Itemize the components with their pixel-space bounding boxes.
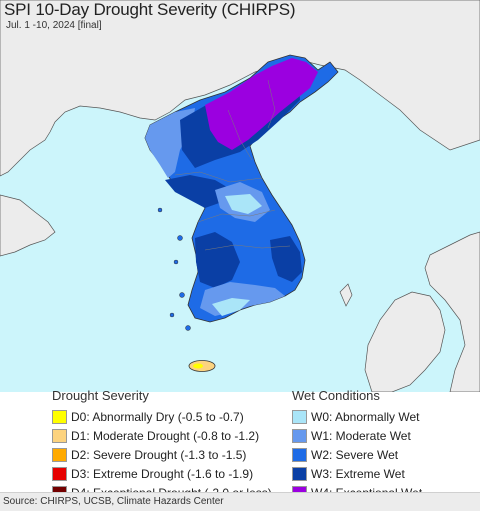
w0-swatch: [292, 409, 307, 424]
legend-item-d3: D3: Extreme Drought (-1.6 to -1.9): [52, 464, 287, 483]
china-north-land: [0, 0, 480, 177]
w1-label: W1: Moderate Wet: [311, 428, 411, 443]
w3-label: W3: Extreme Wet: [311, 466, 405, 481]
legend-item-w0: W0: Abnormally Wet: [292, 407, 472, 426]
footer-bar: Source: CHIRPS, UCSB, Climate Hazards Ce…: [0, 492, 480, 511]
w4-north: [205, 58, 318, 150]
w0-south-coast: [212, 298, 250, 316]
drought-legend: Drought Severity D0: Abnormally Dry (-0.…: [52, 388, 287, 502]
w3-central: [165, 175, 232, 208]
w3-southeast: [270, 236, 302, 282]
province-boundaries: [174, 79, 291, 251]
w2-swatch: [292, 447, 307, 462]
legend-item-w2: W2: Severe Wet: [292, 445, 472, 464]
drought-map: [0, 0, 480, 392]
w1-swatch: [292, 428, 307, 443]
legend-item-w3: W3: Extreme Wet: [292, 464, 472, 483]
japan-kyushu: [364, 291, 446, 392]
map-title: SPI 10-Day Drought Severity (CHIRPS): [4, 0, 296, 19]
jeju-d0-patch: [193, 363, 203, 369]
d1-label: D1: Moderate Drought (-0.8 to -1.2): [71, 428, 260, 443]
legend-item-d2: D2: Severe Drought (-1.3 to -1.5): [52, 445, 287, 464]
d1-swatch: [52, 428, 67, 443]
w0-label: W0: Abnormally Wet: [311, 409, 420, 424]
legend-item-d0: D0: Abnormally Dry (-0.5 to -0.7): [52, 407, 287, 426]
legend-item-w1: W1: Moderate Wet: [292, 426, 472, 445]
tsushima: [339, 283, 353, 307]
map-area: [0, 0, 480, 392]
d2-swatch: [52, 447, 67, 462]
d3-label: D3: Extreme Drought (-1.6 to -1.9): [71, 466, 254, 481]
w0-central: [225, 194, 262, 214]
japan-honshu: [424, 231, 480, 392]
d0-label: D0: Abnormally Dry (-0.5 to -0.7): [71, 409, 244, 424]
wet-legend: Wet Conditions W0: Abnormally Wet W1: Mo…: [292, 388, 472, 502]
d2-label: D2: Severe Drought (-1.3 to -1.5): [71, 447, 247, 462]
wet-legend-title: Wet Conditions: [292, 388, 380, 403]
legend-item-d1: D1: Moderate Drought (-0.8 to -1.2): [52, 426, 287, 445]
shandong-land: [0, 194, 56, 257]
w2-label: W2: Severe Wet: [311, 447, 399, 462]
d3-swatch: [52, 466, 67, 481]
drought-legend-title: Drought Severity: [52, 388, 149, 403]
west-islands: [157, 207, 191, 331]
source-credit: Source: CHIRPS, UCSB, Climate Hazards Ce…: [3, 496, 224, 507]
w3-swatch: [292, 466, 307, 481]
map-subtitle: Jul. 1 -10, 2024 [final]: [6, 20, 102, 31]
d0-swatch: [52, 409, 67, 424]
